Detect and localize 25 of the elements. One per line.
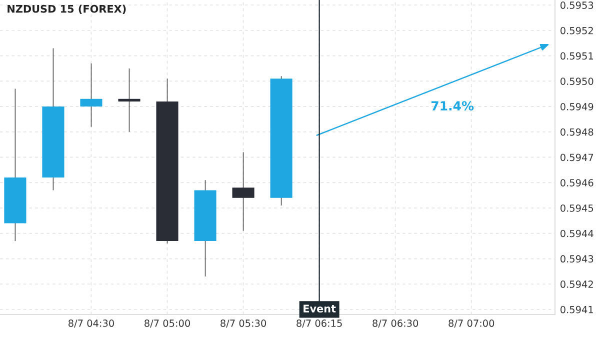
y-tick-label: 0.5947 <box>560 154 594 162</box>
x-tick-label: 8/7 06:15 <box>296 320 342 328</box>
y-tick-label: 0.5946 <box>560 179 594 186</box>
y-tick-label: 0.5944 <box>560 230 594 238</box>
y-tick-label: 0.5941 <box>560 306 593 314</box>
annotation: 71.4% <box>431 101 474 111</box>
ref-line-label: Event <box>304 304 336 312</box>
y-tick-label: 0.5951 <box>560 52 593 60</box>
y-tick-label: 0.5950 <box>560 78 594 85</box>
x-tick-label: 8/7 05:30 <box>220 320 266 328</box>
y-tick-label: 0.5942 <box>560 280 593 288</box>
y-tick-label: 0.5943 <box>560 255 594 263</box>
x-tick-label: 8/7 04:30 <box>68 320 114 328</box>
chart-title: NZDUSD 15 (FOREX) <box>8 4 126 14</box>
y-tick-label: 0.5948 <box>560 128 594 136</box>
y-tick-label: 0.5952 <box>560 26 593 34</box>
y-tick-label: 0.5945 <box>560 204 594 212</box>
x-tick-label: 8/7 06:30 <box>372 320 418 328</box>
candlestick <box>232 152 254 232</box>
x-tick-label: 8/7 05:00 <box>144 320 190 328</box>
candlestick <box>80 62 102 128</box>
candlestick <box>118 68 140 132</box>
y-tick-label: 0.5949 <box>560 103 594 110</box>
x-tick-label: 8/7 07:00 <box>448 320 494 328</box>
y-tick-label: 0.5953 <box>560 2 594 9</box>
